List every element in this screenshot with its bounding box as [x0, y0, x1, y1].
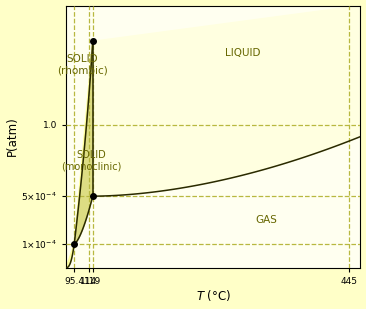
- X-axis label: $T$ (°C): $T$ (°C): [196, 288, 231, 303]
- Text: LIQUID: LIQUID: [225, 48, 261, 58]
- Y-axis label: P(atm): P(atm): [5, 117, 19, 156]
- Text: SOLID
(monoclinic): SOLID (monoclinic): [61, 150, 121, 171]
- Text: SOLID
(rhombic): SOLID (rhombic): [57, 54, 108, 76]
- Text: GAS: GAS: [255, 215, 277, 225]
- Polygon shape: [93, 6, 361, 196]
- Polygon shape: [74, 41, 93, 244]
- Polygon shape: [66, 6, 93, 268]
- Polygon shape: [66, 6, 361, 268]
